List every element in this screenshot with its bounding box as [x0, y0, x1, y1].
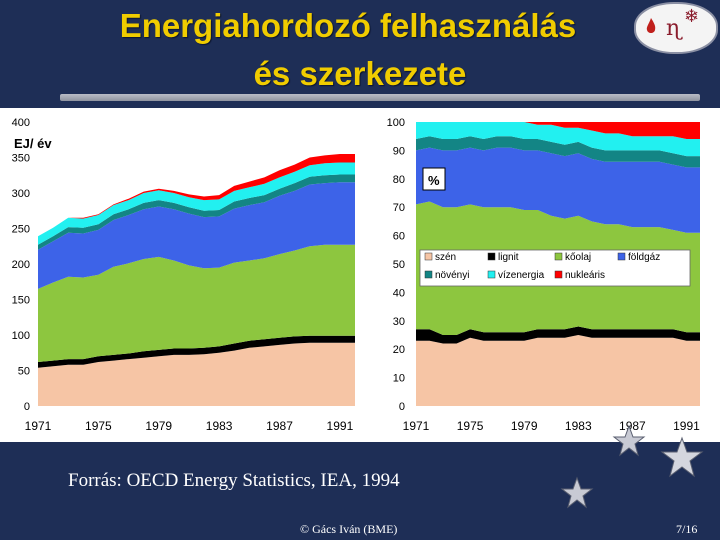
- absolute-chart: 0 50 100 150 200 250 300 350 400 1971 1975 1979 1983…: [12, 117, 355, 433]
- legend-label-foldgaz: földgáz: [628, 252, 660, 263]
- legend-swatch-nuklearis: [554, 270, 563, 279]
- legend-label-vizenergia: vízenergia: [498, 270, 545, 281]
- y-tick-label: 150: [12, 295, 30, 307]
- y-tick-label: 300: [12, 188, 30, 200]
- y-tick-label: 30: [393, 316, 405, 328]
- x-tick-label: 1971: [25, 419, 52, 433]
- x-tick-label: 1991: [327, 419, 354, 433]
- slide-title-line2: és szerkezete: [253, 55, 467, 92]
- x-tick-label: 1975: [85, 419, 112, 433]
- y-tick-label: 50: [18, 366, 30, 378]
- star-icon: [612, 424, 646, 457]
- x-tick-label: 1979: [145, 419, 172, 433]
- area-nuklearis: [38, 154, 355, 237]
- chart-panel: 0 50 100 150 200 250 300 350 400 1971 1975 1979 1983…: [0, 108, 720, 442]
- y-axis-label: EJ/ év: [14, 136, 52, 151]
- legend-swatch-foldgaz: [617, 252, 626, 261]
- area-szen: [38, 342, 355, 406]
- legend-swatch-koolaj: [554, 252, 563, 261]
- chart-legend: szén lignit kőolaj földgáz növényi vízenergia…: [419, 249, 691, 287]
- x-tick-label: 1987: [266, 419, 293, 433]
- y-tick-label: 200: [12, 259, 30, 271]
- area-vizenergia: [38, 162, 355, 245]
- area-vizenergia: [416, 122, 700, 157]
- percent-chart: 0 10 20 30 40 50 60 70 80 90 100 1971 1975 1979 1983 19…: [387, 117, 701, 433]
- y-tick-label: 90: [393, 145, 405, 157]
- legend-swatch-vizenergia: [487, 270, 496, 279]
- area-lignit: [38, 335, 355, 368]
- y-tick-label: 100: [12, 330, 30, 342]
- bme-logo: ɳ ❄: [634, 2, 718, 54]
- legend-label-lignit: lignit: [498, 252, 519, 263]
- legend-label-koolaj: kőolaj: [565, 252, 591, 263]
- area-foldgaz: [416, 147, 700, 233]
- logo-snowflake-symbol: ❄: [684, 6, 700, 27]
- y-tick-label: 0: [399, 401, 405, 413]
- y-tick-label: 100: [387, 117, 405, 129]
- y-tick-label: 250: [12, 224, 30, 236]
- x-tick-label: 1987: [619, 419, 646, 433]
- footer-author: © Gács Iván (BME): [300, 522, 398, 536]
- y-tick-label: 60: [393, 231, 405, 243]
- legend-label-nuklearis: nukleáris: [565, 270, 605, 281]
- y-tick-label: 50: [393, 259, 405, 271]
- legend-label-szen: szén: [435, 252, 456, 263]
- y-tick-label: 400: [12, 117, 30, 129]
- area-novenyi: [416, 136, 700, 168]
- x-tick-label: 1983: [206, 419, 233, 433]
- y-tick-label: 350: [12, 153, 30, 165]
- y-tick-label: 40: [393, 287, 405, 299]
- x-tick-label: 1971: [403, 419, 430, 433]
- y-tick-label: 0: [24, 401, 30, 413]
- footer-page-number: 7/16: [676, 522, 698, 536]
- legend-swatch-szen: [424, 252, 433, 261]
- legend-swatch-novenyi: [424, 270, 433, 279]
- area-nuklearis: [416, 122, 700, 139]
- y-tick-label: 20: [393, 344, 405, 356]
- y-tick-label: 80: [393, 174, 405, 186]
- legend-label-novenyi: növényi: [435, 270, 469, 281]
- y-tick-label: 10: [393, 373, 405, 385]
- y-tick-label: 70: [393, 202, 405, 214]
- x-tick-label: 1979: [511, 419, 538, 433]
- y-axis-label: %: [428, 173, 440, 188]
- star-icon-small: [560, 476, 594, 509]
- area-koolaj: [38, 244, 355, 362]
- star-icon-large: [660, 436, 704, 478]
- legend-swatch-lignit: [487, 252, 496, 261]
- area-lignit: [416, 326, 700, 344]
- y-axis-label-box: [422, 167, 446, 191]
- title-divider: [60, 94, 700, 101]
- x-tick-label: 1975: [457, 419, 484, 433]
- area-novenyi: [38, 174, 355, 250]
- logo-eta-symbol: ɳ: [666, 16, 682, 41]
- slide-title-line1: Energiahordozó felhasználás: [119, 7, 577, 44]
- x-tick-label: 1983: [565, 419, 592, 433]
- x-tick-label: 1991: [673, 419, 700, 433]
- source-note: Forrás: OECD Energy Statistics, IEA, 199…: [68, 470, 400, 491]
- logo-flame-icon: [646, 18, 656, 36]
- area-foldgaz: [38, 182, 355, 289]
- area-szen: [416, 335, 700, 406]
